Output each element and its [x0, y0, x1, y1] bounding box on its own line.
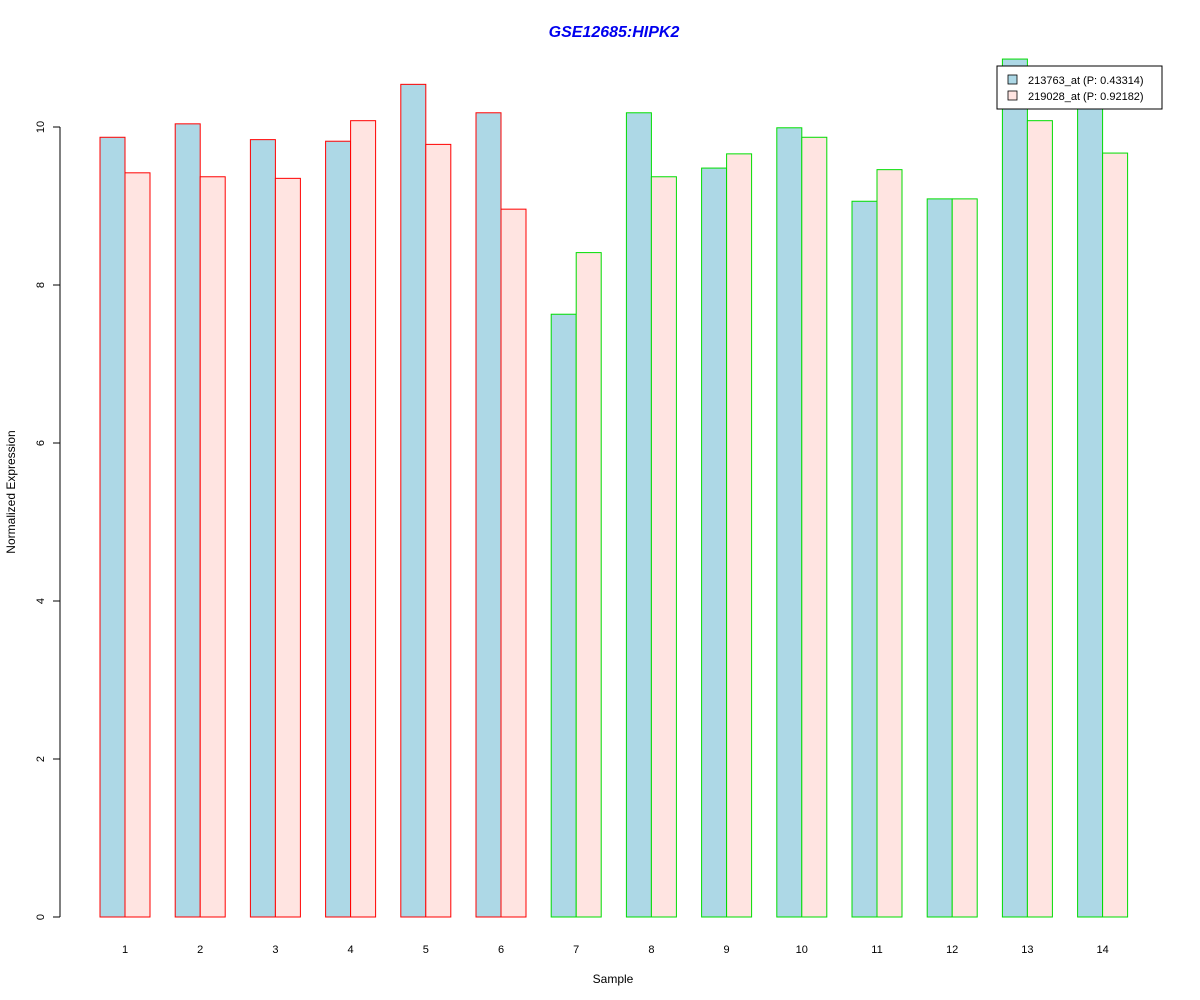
legend-label-213763: 213763_at (P: 0.43314) [1028, 75, 1144, 87]
y-tick-label: 0 [35, 914, 47, 920]
x-tick-label: 14 [1096, 944, 1108, 956]
y-axis: 0 2 4 6 8 10 [35, 121, 61, 920]
x-tick-label: 1 [122, 944, 128, 956]
x-tick-label: 5 [423, 944, 429, 956]
bar-sample-8-series-1 [625, 112, 652, 918]
bar-sample-11-series-2 [876, 169, 903, 918]
x-tick-label: 7 [573, 944, 579, 956]
bar-sample-9-series-1 [701, 167, 728, 918]
x-tick-label: 3 [272, 944, 278, 956]
x-tick-label: 11 [871, 944, 882, 956]
bar-sample-13-series-2 [1026, 120, 1053, 918]
bar-sample-10-series-1 [776, 127, 803, 918]
bar-sample-5-series-2 [425, 143, 452, 918]
bar-sample-4-series-2 [350, 120, 377, 918]
chart-title: GSE12685:HIPK2 [549, 24, 680, 41]
x-tick-label: 4 [348, 944, 354, 956]
y-tick-label: 6 [35, 440, 47, 446]
x-axis-label: Sample [593, 972, 634, 986]
bar-sample-12-series-2 [951, 198, 978, 918]
bar-sample-5-series-1 [400, 83, 427, 918]
x-tick-label: 2 [197, 944, 203, 956]
y-tick-label: 10 [35, 121, 47, 133]
legend-swatch-213763 [1007, 74, 1018, 85]
bar-sample-3-series-2 [274, 177, 301, 918]
bar-sample-4-series-1 [325, 140, 352, 918]
x-tick-label: 9 [724, 944, 730, 956]
y-tick-label: 8 [35, 282, 47, 288]
bar-sample-1-series-1 [99, 136, 126, 918]
bar-sample-3-series-1 [249, 139, 276, 918]
bar-sample-2-series-2 [199, 176, 226, 918]
legend-swatch-219028 [1007, 90, 1018, 101]
bar-sample-1-series-2 [124, 172, 151, 918]
bar-sample-14-series-1 [1077, 94, 1104, 918]
y-tick-label: 4 [35, 598, 47, 604]
bar-sample-6-series-2 [500, 208, 527, 918]
bar-sample-12-series-1 [926, 198, 953, 918]
bar-sample-13-series-1 [1001, 58, 1028, 918]
bar-sample-7-series-2 [575, 252, 602, 918]
bar-sample-8-series-2 [650, 176, 677, 918]
y-tick-label: 2 [35, 756, 47, 762]
x-tick-label: 12 [946, 944, 958, 956]
x-tick-label: 10 [796, 944, 808, 956]
bar-sample-6-series-1 [475, 112, 502, 918]
y-axis-label: Normalized Expression [4, 430, 18, 553]
bar-sample-14-series-2 [1102, 152, 1129, 918]
x-tick-label: 13 [1021, 944, 1033, 956]
bars [99, 58, 1129, 918]
legend: 213763_at (P: 0.43314) 219028_at (P: 0.9… [996, 65, 1163, 110]
bar-sample-11-series-1 [851, 200, 878, 918]
x-tick-label: 6 [498, 944, 504, 956]
legend-label-219028: 219028_at (P: 0.92182) [1028, 91, 1144, 103]
legend-box [996, 65, 1163, 110]
bar-sample-9-series-2 [726, 153, 753, 918]
bar-sample-10-series-2 [801, 136, 828, 918]
x-tick-label: 8 [648, 944, 654, 956]
bar-sample-7-series-1 [550, 313, 577, 918]
x-tick-labels: 1 2 3 4 5 6 7 8 9 10 11 12 13 14 [122, 944, 1109, 956]
bar-sample-2-series-1 [174, 123, 201, 918]
